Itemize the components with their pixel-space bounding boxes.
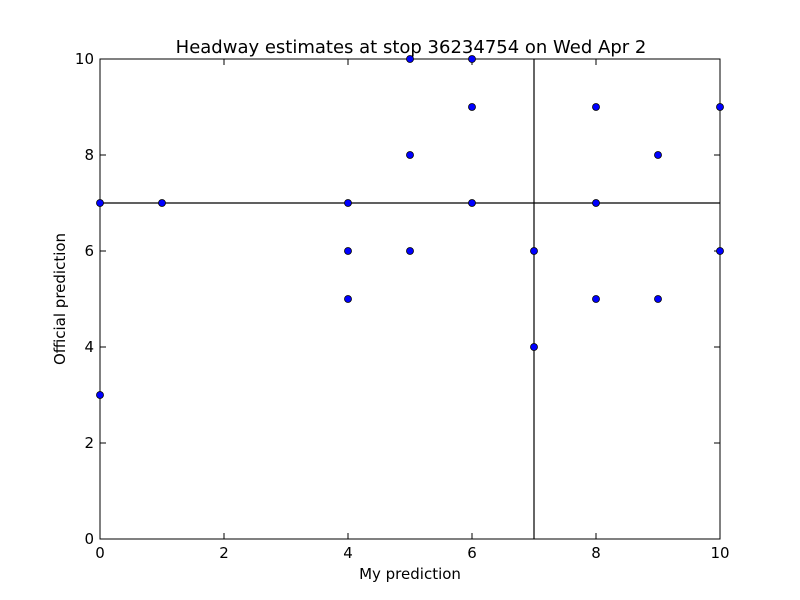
data-point bbox=[716, 247, 724, 255]
y-tick-label: 4 bbox=[84, 338, 94, 356]
data-point bbox=[344, 247, 352, 255]
x-tick-label: 10 bbox=[710, 544, 729, 562]
data-point bbox=[654, 295, 662, 303]
reference-lines bbox=[100, 59, 720, 539]
data-point bbox=[592, 295, 600, 303]
data-point bbox=[468, 55, 476, 63]
data-point bbox=[716, 103, 724, 111]
y-tick-label: 0 bbox=[84, 530, 94, 548]
y-tick-label: 10 bbox=[75, 50, 94, 68]
data-point bbox=[406, 247, 414, 255]
y-axis-label: Official prediction bbox=[51, 233, 69, 365]
data-point bbox=[96, 199, 104, 207]
x-tick-label: 4 bbox=[343, 544, 353, 562]
x-axis-label: My prediction bbox=[359, 565, 461, 583]
y-tick-label: 2 bbox=[84, 434, 94, 452]
chart-title: Headway estimates at stop 36234754 on We… bbox=[176, 37, 647, 58]
data-point bbox=[468, 103, 476, 111]
data-point bbox=[96, 391, 104, 399]
x-tick-label: 2 bbox=[219, 544, 229, 562]
data-point bbox=[530, 247, 538, 255]
plot-area bbox=[99, 58, 721, 540]
y-tick-label: 8 bbox=[84, 146, 94, 164]
data-point bbox=[406, 55, 414, 63]
data-point bbox=[406, 151, 414, 159]
data-point bbox=[592, 103, 600, 111]
data-point bbox=[344, 295, 352, 303]
data-point bbox=[158, 199, 166, 207]
x-tick-label: 0 bbox=[95, 544, 105, 562]
axis-ticks: 0 2 4 6 8 10 0 2 4 6 8 10 bbox=[75, 50, 730, 562]
data-point bbox=[592, 199, 600, 207]
data-point bbox=[468, 199, 476, 207]
x-tick-label: 6 bbox=[467, 544, 477, 562]
data-point bbox=[530, 343, 538, 351]
data-point bbox=[344, 199, 352, 207]
data-points bbox=[96, 55, 724, 399]
y-tick-label: 6 bbox=[84, 242, 94, 260]
data-point bbox=[654, 151, 662, 159]
x-tick-label: 8 bbox=[591, 544, 601, 562]
